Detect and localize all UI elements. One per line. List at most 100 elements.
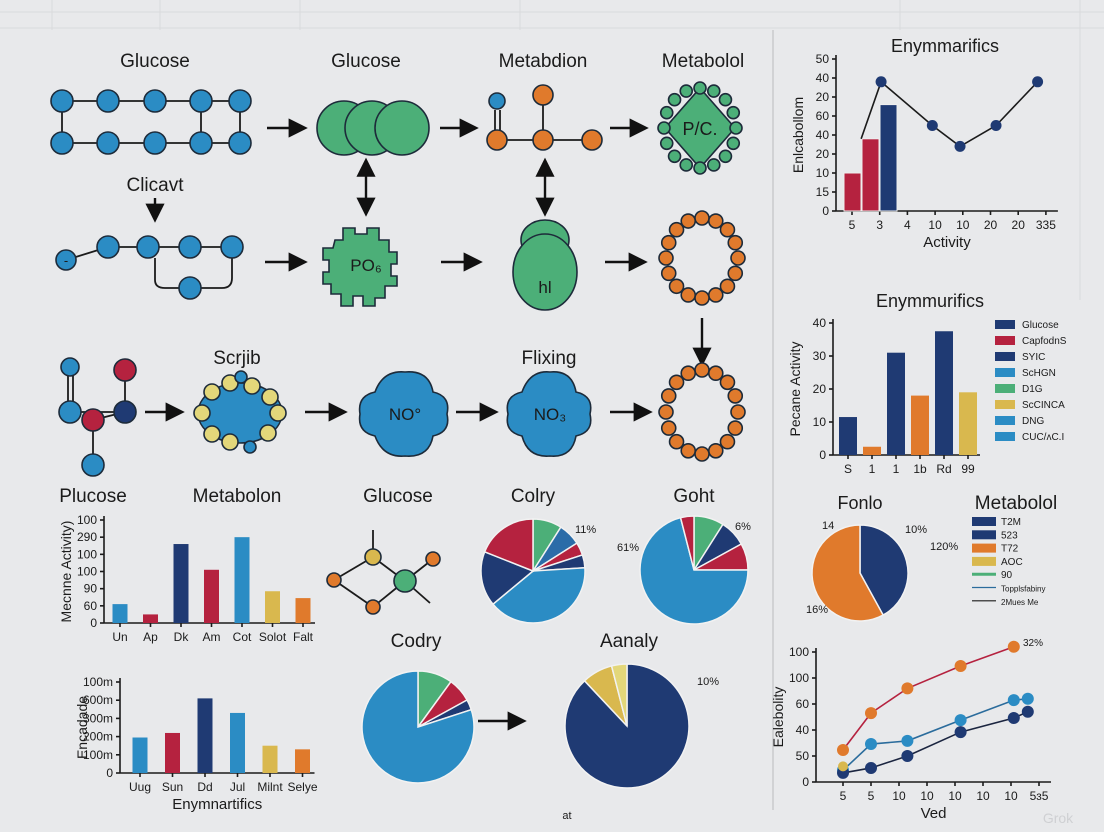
data-point — [1021, 705, 1034, 718]
x-tick-label: 5 — [849, 218, 856, 232]
x-axis-label: Enymnartifics — [172, 796, 262, 813]
y-tick-label: 100 — [77, 565, 97, 579]
y-axis-label: Ealebolity — [770, 687, 786, 748]
y-axis-label: Encadade — [74, 696, 90, 759]
legend-swatch — [995, 416, 1015, 425]
data-point — [838, 761, 848, 772]
label-plucose: Plucose — [59, 486, 127, 507]
legend-label: Glucose — [1022, 320, 1059, 331]
pie-slice — [361, 670, 475, 784]
y-tick-label: 90 — [84, 582, 98, 596]
no-degree-label: NO° — [389, 405, 421, 424]
y-tick-label: 40 — [813, 316, 827, 330]
legend-label: 90 — [1001, 570, 1013, 581]
pie-slice — [610, 663, 628, 727]
x-tick-label: Sun — [162, 780, 183, 794]
legend-swatch — [995, 384, 1015, 393]
legend-swatch — [972, 530, 996, 540]
bar — [173, 544, 189, 623]
y-tick-label: 40 — [816, 128, 830, 142]
x-tick-label: Uug — [129, 780, 151, 794]
y-tick-label: 50 — [816, 52, 830, 66]
data-point — [865, 761, 877, 774]
data-point — [875, 76, 887, 88]
legend-swatch — [972, 556, 996, 566]
atom-dot — [719, 433, 736, 450]
chart-title: Aanaly — [600, 631, 659, 652]
label-metabolol: Metabolol — [662, 51, 744, 72]
x-tick-label: 5 — [840, 789, 847, 803]
atom-dot — [693, 81, 707, 95]
y-tick-label: 40 — [796, 723, 810, 737]
data-point — [954, 660, 967, 673]
pie-slice — [483, 518, 534, 573]
data-point — [1007, 640, 1020, 653]
atom-dot — [727, 265, 744, 282]
label-glucose-1: Glucose — [120, 51, 190, 72]
atom-dot — [658, 250, 674, 266]
chart-title: Goht — [673, 486, 715, 507]
pie-slice — [811, 524, 885, 622]
chart-title: Enymmarifics — [891, 36, 999, 56]
scrjib-blue-complex — [193, 370, 287, 454]
hl-label: hl — [538, 278, 551, 297]
legend-swatch — [972, 543, 996, 553]
bar — [887, 352, 905, 455]
y-tick-label: 600m — [83, 693, 113, 707]
atom-dot — [660, 388, 677, 404]
bar — [230, 712, 245, 773]
chart-title: Enymmurifics — [876, 291, 984, 311]
atom-dot — [706, 158, 721, 172]
bar — [843, 172, 862, 212]
atom-dot — [729, 121, 743, 135]
y-tick-label: 100 — [77, 513, 97, 527]
atom-dot — [727, 420, 744, 436]
bar — [197, 698, 213, 773]
bar — [935, 331, 953, 455]
legend-label: T72 — [1001, 544, 1019, 555]
y-tick-label: 0 — [819, 448, 826, 462]
orange-ring-molecule — [658, 362, 746, 462]
x-tick-label: 20 — [984, 218, 998, 232]
x-tick-label: 10 — [948, 789, 962, 803]
no-degree-cloud: NO° — [358, 371, 449, 457]
pie-annotation: 10% — [697, 676, 719, 688]
data-point — [1007, 694, 1020, 707]
data-point — [954, 726, 967, 739]
legend-swatch — [995, 400, 1015, 409]
x-tick-label: Solot — [259, 630, 287, 644]
atom-dot — [680, 443, 697, 459]
legend-label: DNG — [1022, 416, 1044, 427]
bar — [132, 737, 148, 773]
atom-dot — [659, 136, 674, 151]
pc-green-complex: P/C. — [657, 81, 743, 175]
data-point — [1021, 692, 1034, 705]
data-point — [901, 682, 914, 695]
pie-annotation: 10% — [905, 524, 927, 536]
x-tick-label: 1 — [869, 462, 876, 476]
bar — [861, 138, 880, 212]
x-tick-label: Ap — [143, 630, 158, 644]
atom-dot — [659, 105, 674, 120]
no3-cloud: NO₃ — [506, 371, 592, 457]
y-tick-label: 0 — [90, 616, 97, 630]
pie-slice — [859, 524, 909, 617]
pie-annotation: 11% — [575, 524, 596, 536]
bar — [262, 745, 278, 773]
atom-dot — [719, 278, 736, 295]
atom-dot — [730, 404, 746, 420]
y-tick-label: 60 — [796, 697, 810, 711]
bar — [234, 537, 250, 623]
label-scrjib: Scrjib — [213, 348, 261, 369]
chart-title: Colry — [511, 486, 556, 507]
atom-dot — [726, 136, 741, 151]
x-tick-label: 10 — [976, 789, 990, 803]
pie-annotation: 16% — [806, 604, 828, 616]
data-point — [837, 744, 849, 757]
x-tick-label: 10 — [928, 218, 942, 232]
atom-dot — [660, 234, 677, 251]
pie-annotation: 120% — [930, 541, 958, 553]
pie-annotation: at — [562, 810, 571, 822]
atom-dot — [727, 388, 744, 404]
